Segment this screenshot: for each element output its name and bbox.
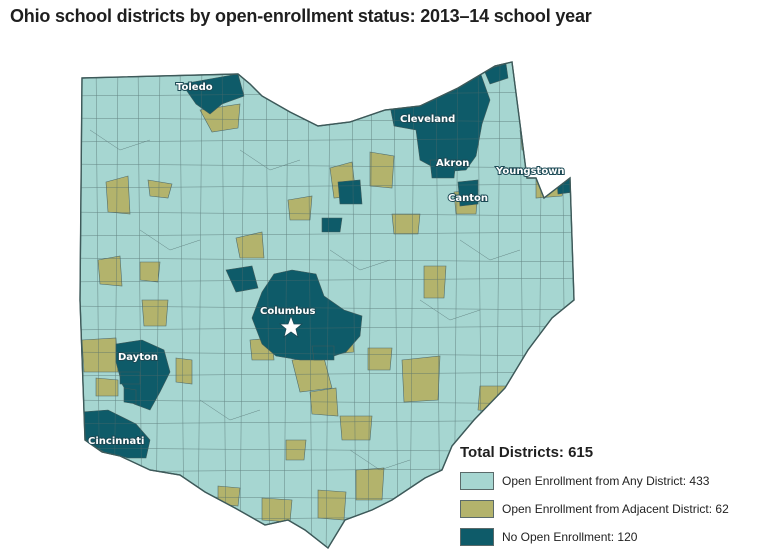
legend-item-any: Open Enrollment from Any District: 433 xyxy=(460,469,750,493)
legend: Total Districts: 615 Open Enrollment fro… xyxy=(460,444,750,553)
city-label-toledo: Toledo xyxy=(176,82,213,93)
no-enrollment-regions xyxy=(81,63,574,459)
city-label-columbus: Columbus xyxy=(260,306,315,317)
legend-label-any: Open Enrollment from Any District: 433 xyxy=(502,474,710,488)
legend-total: Total Districts: 615 xyxy=(460,444,594,461)
capital-star-icon xyxy=(278,314,304,338)
city-label-cincinnati: Cincinnati xyxy=(88,436,144,447)
city-label-youngstown: Youngstown xyxy=(495,166,565,177)
district-boundaries xyxy=(80,62,574,548)
legend-swatch-adjacent xyxy=(460,500,494,518)
legend-swatch-none xyxy=(460,528,494,546)
city-label-cleveland: Cleveland xyxy=(400,114,455,125)
legend-item-none: No Open Enrollment: 120 xyxy=(460,525,750,549)
city-label-akron: Akron xyxy=(436,158,469,169)
city-label-dayton: Dayton xyxy=(118,352,158,363)
map-title: Ohio school districts by open-enrollment… xyxy=(10,6,592,26)
legend-item-adjacent: Open Enrollment from Adjacent District: … xyxy=(460,497,750,521)
city-label-canton: Canton xyxy=(448,193,488,204)
legend-label-none: No Open Enrollment: 120 xyxy=(502,530,638,544)
legend-swatch-any xyxy=(460,472,494,490)
legend-label-adjacent: Open Enrollment from Adjacent District: … xyxy=(502,502,729,516)
